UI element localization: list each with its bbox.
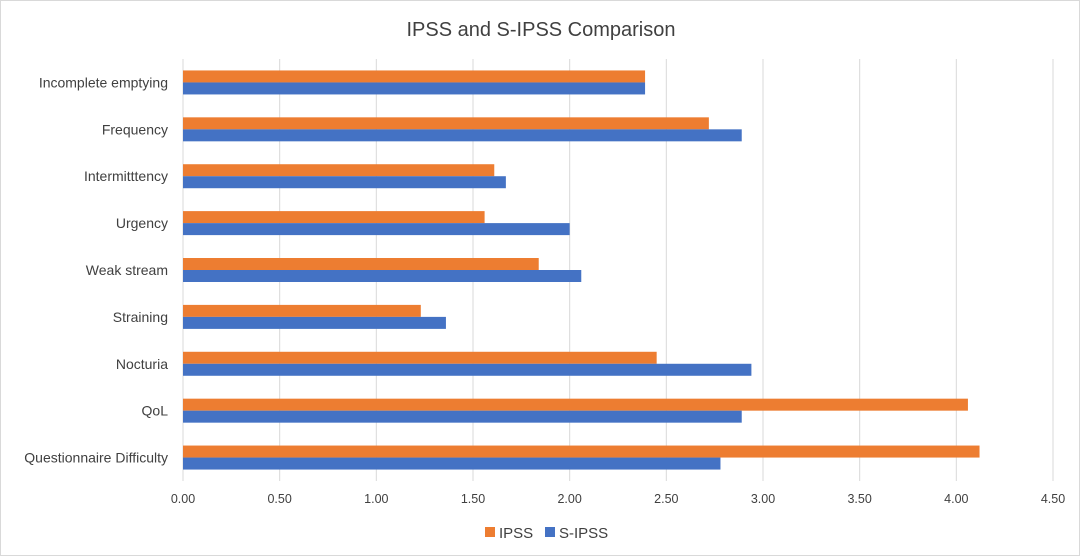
legend-label: IPSS — [499, 525, 533, 542]
category-label: QoL — [142, 403, 169, 419]
bar-s-ipss — [183, 223, 570, 236]
x-tick-label: 4.00 — [944, 492, 968, 506]
bar-ipss — [183, 398, 968, 411]
bar-ipss — [183, 211, 485, 224]
category-label: Questionnaire Difficulty — [24, 450, 168, 466]
x-tick-label: 1.50 — [461, 492, 485, 506]
bar-ipss — [183, 164, 495, 177]
x-tick-label: 3.50 — [847, 492, 871, 506]
bar-s-ipss — [183, 457, 721, 470]
x-tick-label: 0.50 — [267, 492, 291, 506]
x-tick-label: 1.00 — [364, 492, 388, 506]
x-tick-label: 4.50 — [1041, 492, 1065, 506]
bar-s-ipss — [183, 270, 582, 282]
bar-ipss — [183, 258, 539, 270]
category-label: Incomplete emptying — [39, 74, 168, 90]
legend-swatch-ipss — [485, 527, 495, 537]
bar-s-ipss — [183, 82, 646, 95]
bar-ipss — [183, 351, 657, 364]
legend: IPSS S-IPSS — [485, 525, 608, 542]
bar-s-ipss — [183, 316, 446, 329]
category-label: Urgency — [116, 215, 168, 231]
x-axis-ticks: 0.00 0.50 1.00 1.50 2.00 2.50 3.00 3.50 4.00 4.50 — [171, 492, 1065, 506]
category-label: Weak stream — [86, 262, 168, 278]
legend-label: S-IPSS — [559, 525, 608, 542]
x-tick-label: 3.00 — [751, 492, 775, 506]
bars — [183, 70, 980, 470]
bar-s-ipss — [183, 363, 752, 376]
x-tick-label: 2.00 — [557, 492, 581, 506]
bar-s-ipss — [183, 176, 506, 189]
category-label: Nocturia — [116, 356, 168, 372]
bar-ipss — [183, 304, 421, 317]
bar-ipss — [183, 117, 709, 130]
bar-ipss — [183, 445, 980, 458]
legend-swatch-s-ipss — [545, 527, 555, 537]
x-tick-label: 2.50 — [654, 492, 678, 506]
category-label: Frequency — [102, 121, 168, 137]
bar-ipss — [183, 70, 646, 83]
category-labels: Incomplete emptying Frequency Intermittten… — [24, 74, 168, 465]
bar-s-ipss — [183, 410, 742, 423]
category-label: Straining — [113, 309, 168, 325]
x-tick-label: 0.00 — [171, 492, 195, 506]
chart-title: IPSS and S-IPSS Comparison — [406, 19, 675, 41]
category-label: Intermitttency — [84, 168, 168, 184]
bar-s-ipss — [183, 129, 742, 142]
